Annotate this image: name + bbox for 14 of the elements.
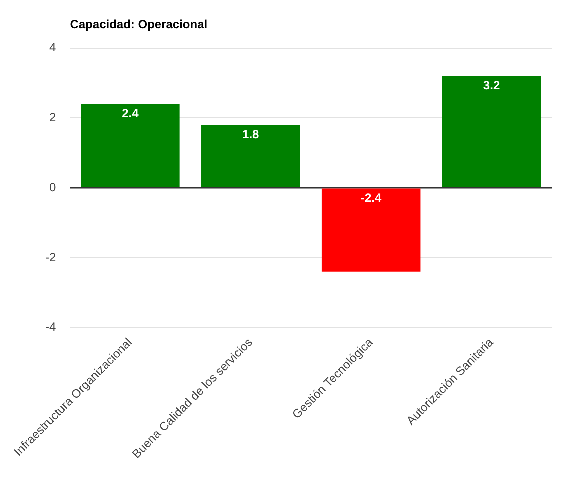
- bar: [322, 188, 421, 272]
- chart-title: Capacidad: Operacional: [70, 18, 208, 32]
- y-tick-label: -4: [46, 320, 57, 334]
- bar: [202, 125, 300, 188]
- y-tick-label: 4: [50, 40, 57, 55]
- data-label: 3.2: [483, 78, 500, 93]
- data-label: 1.8: [242, 128, 260, 142]
- y-tick-label: 0: [50, 180, 57, 194]
- y-tick-label: 2: [50, 110, 57, 125]
- y-tick-label: -2: [46, 250, 57, 264]
- data-label: -2.4: [360, 191, 382, 206]
- data-label: 2.4: [122, 106, 140, 121]
- bar: [442, 76, 542, 188]
- bar: [81, 104, 180, 188]
